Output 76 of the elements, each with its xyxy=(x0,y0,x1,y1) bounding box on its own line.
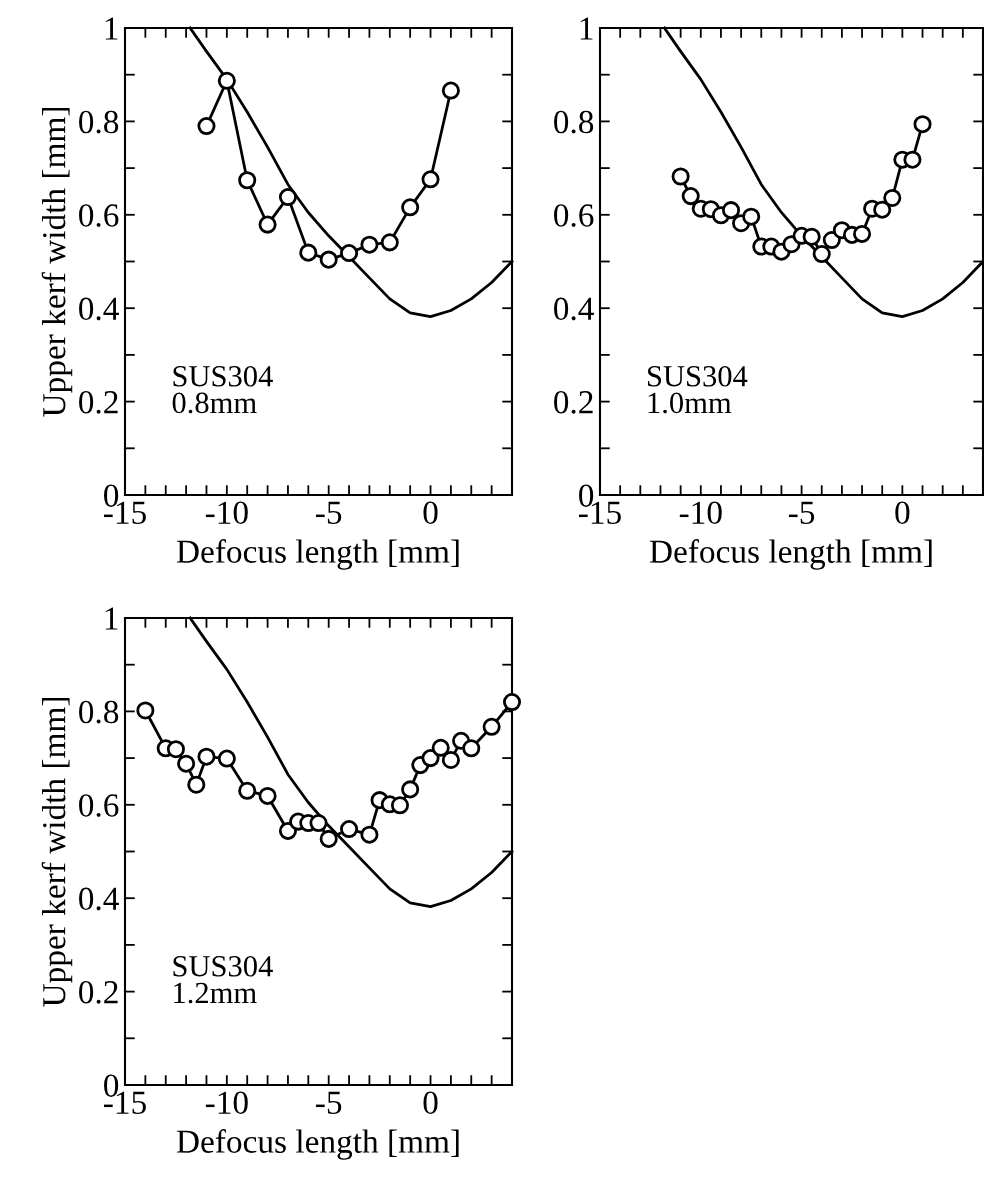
y-tick-label: 0.2 xyxy=(554,391,593,414)
point xyxy=(217,71,236,90)
point xyxy=(238,781,257,800)
point xyxy=(913,115,932,134)
point xyxy=(812,245,831,264)
point xyxy=(802,227,821,246)
y-tick-label: 0.6 xyxy=(554,204,594,227)
x-tick-label: -5 xyxy=(316,501,342,525)
y-tick-label: 0.8 xyxy=(79,110,119,134)
point xyxy=(390,796,409,815)
point xyxy=(360,825,379,844)
point xyxy=(873,200,892,219)
point xyxy=(380,233,399,252)
y-tick-label: 0.4 xyxy=(554,297,594,321)
x-tick-label: 0 xyxy=(423,501,438,525)
point xyxy=(258,786,277,805)
point xyxy=(299,243,318,262)
point xyxy=(278,188,297,207)
y-tick-label: 1 xyxy=(105,17,118,40)
point xyxy=(903,150,922,169)
point xyxy=(401,198,420,217)
y-tick-label: 0.4 xyxy=(79,887,119,911)
y-tick-label: 0.8 xyxy=(79,700,119,724)
y-tick-label: 1 xyxy=(580,17,593,40)
point xyxy=(319,829,338,848)
point xyxy=(722,201,741,220)
point xyxy=(197,747,216,766)
point xyxy=(853,224,872,243)
point xyxy=(166,740,185,759)
y-axis-title: Upper kerf width [mm] xyxy=(41,698,73,1007)
point xyxy=(883,188,902,208)
x-tick-label: -5 xyxy=(316,1091,342,1115)
point xyxy=(238,171,257,190)
point xyxy=(177,754,196,773)
point xyxy=(502,693,522,712)
x-axis-title: Defocus length [mm] xyxy=(649,539,932,570)
point xyxy=(340,244,359,263)
point xyxy=(258,215,277,234)
point xyxy=(441,81,460,100)
point xyxy=(319,250,338,269)
x-tick-label: -10 xyxy=(205,501,248,525)
x-tick-label: -5 xyxy=(788,501,815,525)
y-tick-label: 0.4 xyxy=(79,297,119,321)
y-tick-label: 0.6 xyxy=(79,204,119,227)
point xyxy=(421,170,440,189)
annotation: SUS304 1.2mm xyxy=(173,955,273,1004)
point xyxy=(462,739,481,758)
annotation: SUS304 0.8mm xyxy=(172,365,273,414)
point xyxy=(671,167,690,186)
point xyxy=(482,717,501,736)
y-tick-label: 0.2 xyxy=(79,981,118,1004)
point xyxy=(197,117,216,136)
point xyxy=(309,813,328,833)
x-tick-label: -10 xyxy=(205,1091,248,1115)
point xyxy=(742,207,761,226)
y-tick-label: 1 xyxy=(105,607,118,630)
point xyxy=(217,749,236,768)
y-tick-label: 0.8 xyxy=(554,110,594,134)
y-tick-label: 0.6 xyxy=(79,794,119,817)
point xyxy=(681,187,700,206)
y-tick-label: 0.2 xyxy=(79,391,118,414)
point xyxy=(340,820,359,839)
x-tick-label: 0 xyxy=(895,501,910,525)
point xyxy=(421,749,440,768)
point xyxy=(187,775,206,794)
point xyxy=(136,701,155,720)
x-axis-title: Defocus length [mm] xyxy=(176,539,459,570)
point xyxy=(441,750,460,769)
x-tick-label: 0 xyxy=(423,1091,438,1115)
point xyxy=(431,738,450,757)
y-axis-title: Upper kerf width [mm] xyxy=(41,108,73,417)
point xyxy=(360,235,379,254)
x-tick-label: -10 xyxy=(679,501,722,525)
x-axis-title: Defocus length [mm] xyxy=(176,1129,459,1160)
annotation: SUS304 1.0mm xyxy=(648,365,748,414)
point xyxy=(401,780,420,799)
